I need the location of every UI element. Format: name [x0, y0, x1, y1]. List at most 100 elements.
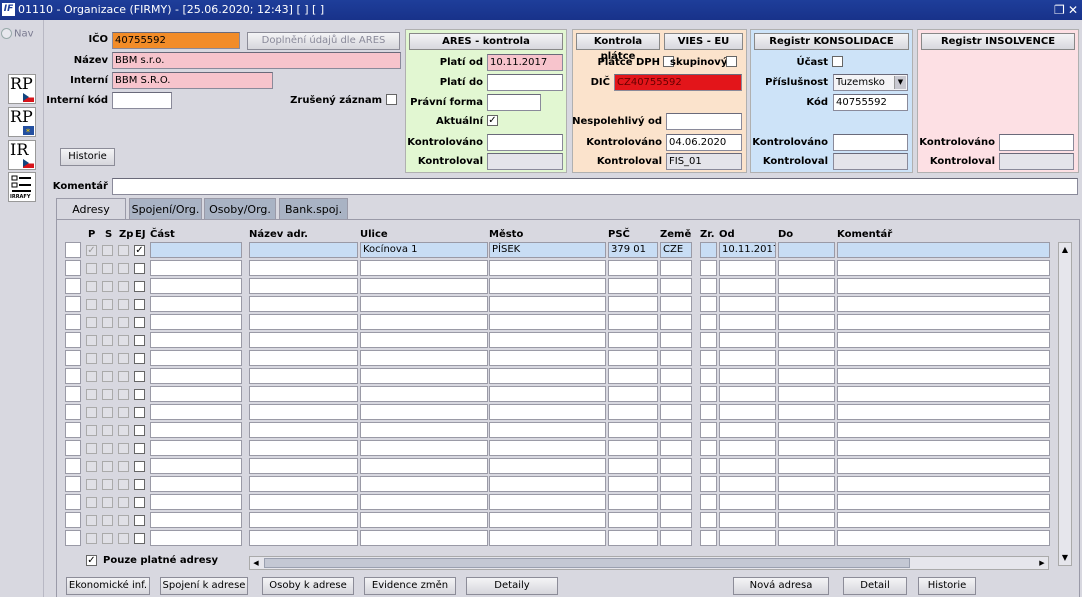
row-do-cell[interactable]: [778, 314, 835, 330]
row-zr-cell[interactable]: [700, 476, 717, 492]
row-ulice-cell[interactable]: [360, 404, 488, 420]
row-selector[interactable]: [65, 314, 81, 330]
row-cast-cell[interactable]: [150, 530, 242, 546]
osoby-k-adrese-button[interactable]: Osoby k adrese: [262, 577, 354, 595]
row-od-cell[interactable]: [719, 404, 776, 420]
row-nazev-cell[interactable]: [249, 314, 358, 330]
row-selector[interactable]: [65, 404, 81, 420]
row-mesto-cell[interactable]: [489, 458, 606, 474]
row-nazev-cell[interactable]: [249, 332, 358, 348]
row-selector[interactable]: [65, 458, 81, 474]
row-do-cell[interactable]: [778, 260, 835, 276]
row-od-cell[interactable]: [719, 278, 776, 294]
row-mesto-cell[interactable]: [489, 512, 606, 528]
row-zp-checkbox[interactable]: [118, 281, 129, 292]
rp-eu-icon[interactable]: RP: [8, 107, 36, 142]
row-od-cell[interactable]: [719, 458, 776, 474]
row-cast-cell[interactable]: [150, 404, 242, 420]
grid-horizontal-scrollbar[interactable]: ◀ ▶: [249, 556, 1049, 570]
row-ej-checkbox[interactable]: [134, 335, 145, 346]
row-cast-cell[interactable]: [150, 440, 242, 456]
row-od-cell[interactable]: [719, 530, 776, 546]
detaily-button[interactable]: Detaily: [466, 577, 558, 595]
row-ej-checkbox[interactable]: [134, 497, 145, 508]
row-ulice-cell[interactable]: [360, 476, 488, 492]
row-p-checkbox[interactable]: [86, 317, 97, 328]
tab-osoby[interactable]: Osoby/Org.: [204, 198, 276, 220]
row-p-checkbox[interactable]: [86, 335, 97, 346]
row-zr-cell[interactable]: [700, 512, 717, 528]
row-selector[interactable]: [65, 476, 81, 492]
ucast-checkbox[interactable]: [832, 56, 843, 67]
scroll-up-icon[interactable]: ▲: [1061, 245, 1069, 254]
row-od-cell[interactable]: [719, 314, 776, 330]
ares-kontrolovano-input[interactable]: [487, 134, 563, 151]
row-do-cell[interactable]: [778, 368, 835, 384]
row-komentar-cell[interactable]: [837, 296, 1050, 312]
row-psc-cell[interactable]: [608, 386, 658, 402]
row-cast-cell[interactable]: [150, 314, 242, 330]
nova-adresa-button[interactable]: Nová adresa: [733, 577, 829, 595]
nav-button[interactable]: Nav: [1, 28, 34, 40]
row-do-cell[interactable]: [778, 494, 835, 510]
row-ulice-cell[interactable]: [360, 458, 488, 474]
row-psc-cell[interactable]: 379 01: [608, 242, 658, 258]
row-s-checkbox[interactable]: [102, 497, 113, 508]
row-p-checkbox[interactable]: [86, 263, 97, 274]
konsolidace-kontrolovano-input[interactable]: [833, 134, 908, 151]
row-selector[interactable]: [65, 512, 81, 528]
row-zeme-cell[interactable]: [660, 458, 692, 474]
row-selector[interactable]: [65, 530, 81, 546]
row-psc-cell[interactable]: [608, 296, 658, 312]
row-ej-checkbox[interactable]: [134, 407, 145, 418]
row-od-cell[interactable]: [719, 512, 776, 528]
row-nazev-cell[interactable]: [249, 530, 358, 546]
spojeni-k-adrese-button[interactable]: Spojení k adrese: [160, 577, 248, 595]
row-zp-checkbox[interactable]: [118, 407, 129, 418]
row-cast-cell[interactable]: [150, 278, 242, 294]
row-ulice-cell[interactable]: [360, 422, 488, 438]
row-cast-cell[interactable]: [150, 512, 242, 528]
row-komentar-cell[interactable]: [837, 242, 1050, 258]
row-nazev-cell[interactable]: [249, 404, 358, 420]
row-zeme-cell[interactable]: [660, 314, 692, 330]
row-zeme-cell[interactable]: [660, 332, 692, 348]
row-nazev-cell[interactable]: [249, 260, 358, 276]
row-nazev-cell[interactable]: [249, 476, 358, 492]
row-komentar-cell[interactable]: [837, 260, 1050, 276]
horizontal-scroll-thumb[interactable]: [264, 558, 910, 568]
dic-input[interactable]: CZ40755592: [614, 74, 742, 91]
row-cast-cell[interactable]: [150, 476, 242, 492]
row-mesto-cell[interactable]: [489, 332, 606, 348]
rp-cz-icon[interactable]: RP: [8, 74, 36, 104]
row-p-checkbox[interactable]: [86, 479, 97, 490]
row-mesto-cell[interactable]: [489, 314, 606, 330]
row-psc-cell[interactable]: [608, 512, 658, 528]
row-zp-checkbox[interactable]: [118, 425, 129, 436]
row-ej-checkbox[interactable]: [134, 299, 145, 310]
ir-cz-icon[interactable]: IR: [8, 140, 36, 170]
row-zp-checkbox[interactable]: [118, 263, 129, 274]
row-ulice-cell[interactable]: [360, 440, 488, 456]
row-nazev-cell[interactable]: [249, 440, 358, 456]
row-ulice-cell[interactable]: [360, 350, 488, 366]
row-do-cell[interactable]: [778, 422, 835, 438]
row-nazev-cell[interactable]: [249, 242, 358, 258]
row-s-checkbox[interactable]: [102, 317, 113, 328]
row-s-checkbox[interactable]: [102, 533, 113, 544]
row-komentar-cell[interactable]: [837, 332, 1050, 348]
row-zp-checkbox[interactable]: [118, 335, 129, 346]
row-p-checkbox[interactable]: [86, 515, 97, 526]
row-mesto-cell[interactable]: [489, 404, 606, 420]
row-ej-checkbox[interactable]: ✓: [134, 245, 145, 256]
row-cast-cell[interactable]: [150, 386, 242, 402]
row-od-cell[interactable]: [719, 422, 776, 438]
row-do-cell[interactable]: [778, 476, 835, 492]
row-komentar-cell[interactable]: [837, 386, 1050, 402]
row-ej-checkbox[interactable]: [134, 353, 145, 364]
row-zeme-cell[interactable]: [660, 476, 692, 492]
row-zr-cell[interactable]: [700, 494, 717, 510]
row-cast-cell[interactable]: [150, 296, 242, 312]
row-cast-cell[interactable]: [150, 458, 242, 474]
row-zp-checkbox[interactable]: [118, 389, 129, 400]
